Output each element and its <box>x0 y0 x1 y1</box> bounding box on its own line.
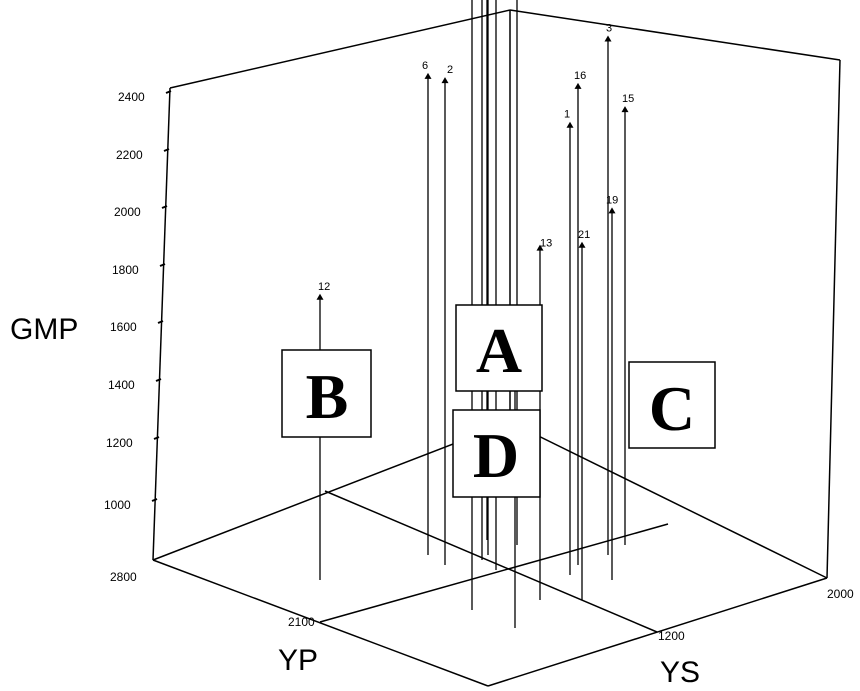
z-tick-mark <box>151 498 158 502</box>
box-frame <box>152 9 841 687</box>
box-edge-left-vertical <box>152 87 171 561</box>
point-marker <box>604 35 612 42</box>
z-tick-label: 2000 <box>114 205 141 219</box>
z-tick-label: 2400 <box>118 90 145 104</box>
yp-tick-label: 2800 <box>110 570 137 584</box>
z-tick-mark <box>161 205 168 209</box>
quadrant-c-letter: C <box>649 373 695 444</box>
point-label: 3 <box>606 22 612 34</box>
point-marker <box>316 293 324 300</box>
point-label: 6 <box>422 60 428 72</box>
point-label: 2 <box>447 64 453 76</box>
z-tick-label: 2200 <box>116 148 143 162</box>
quadrant-c-box <box>628 361 716 449</box>
point-marker <box>578 241 586 248</box>
point-label: 19 <box>606 194 618 206</box>
floor-divider-b <box>324 490 658 633</box>
point-marker <box>608 207 616 214</box>
quadrant-b: B <box>281 349 372 438</box>
z-tick-marks <box>151 90 172 502</box>
floor-divider-a <box>319 523 669 623</box>
ys-tick-label: 2000 <box>827 587 854 601</box>
point-label: 16 <box>574 70 586 82</box>
yp-axis-label: YP <box>278 644 318 677</box>
z-tick-label: 1000 <box>104 498 131 512</box>
z-axis-ticks: 2400 2200 2000 1800 1600 1400 1200 1000 <box>104 90 145 512</box>
z-tick-mark <box>155 378 162 382</box>
quadrant-b-box <box>281 349 372 438</box>
quadrant-a-box <box>455 304 543 392</box>
ys-axis-label: YS <box>660 656 700 689</box>
ys-tick-label: 1200 <box>658 629 685 643</box>
quadrant-c: C <box>628 361 716 449</box>
quadrant-d-box <box>452 409 541 498</box>
point-label: 12 <box>318 281 330 293</box>
quadrant-a: A <box>455 304 543 392</box>
box-edge-back-floor-left <box>152 421 511 561</box>
quadrant-d-letter: D <box>473 420 519 491</box>
z-tick-label: 1400 <box>108 378 135 392</box>
point-marker <box>424 72 432 79</box>
z-tick-mark <box>157 320 164 324</box>
z-tick-label: 1800 <box>112 263 139 277</box>
point-label: 13 <box>540 238 552 250</box>
box-edge-back-floor-right <box>509 421 828 579</box>
point-marker <box>441 77 449 84</box>
z-tick-mark <box>165 90 172 94</box>
box-edge-top-left <box>169 9 511 89</box>
z-tick-mark <box>163 148 170 152</box>
point-marker <box>536 244 544 251</box>
point-marker <box>574 82 582 89</box>
z-tick-mark <box>159 263 166 267</box>
point-label: 21 <box>578 229 590 241</box>
floor-edge-front-right <box>487 577 828 687</box>
point-marker <box>621 106 629 113</box>
box-edge-right-vertical <box>826 59 841 579</box>
point-marker <box>566 121 574 128</box>
quadrant-a-letter: A <box>476 315 522 386</box>
z-tick-label: 1600 <box>110 320 137 334</box>
z-axis-label: GMP <box>10 313 78 346</box>
point-label: 15 <box>622 93 634 105</box>
quadrant-d: D <box>452 409 541 498</box>
z-tick-mark <box>153 436 160 440</box>
point-label: 1 <box>564 109 570 121</box>
yp-tick-label: 2100 <box>288 615 315 629</box>
box-edge-top-right <box>509 9 841 61</box>
z-tick-label: 1200 <box>106 436 133 450</box>
floor-edge-front-left <box>152 559 489 687</box>
quadrant-b-letter: B <box>306 361 349 432</box>
